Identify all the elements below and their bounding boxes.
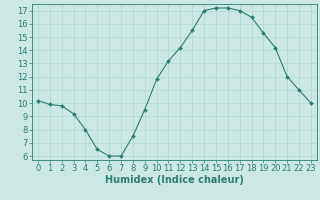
X-axis label: Humidex (Indice chaleur): Humidex (Indice chaleur) bbox=[105, 175, 244, 185]
